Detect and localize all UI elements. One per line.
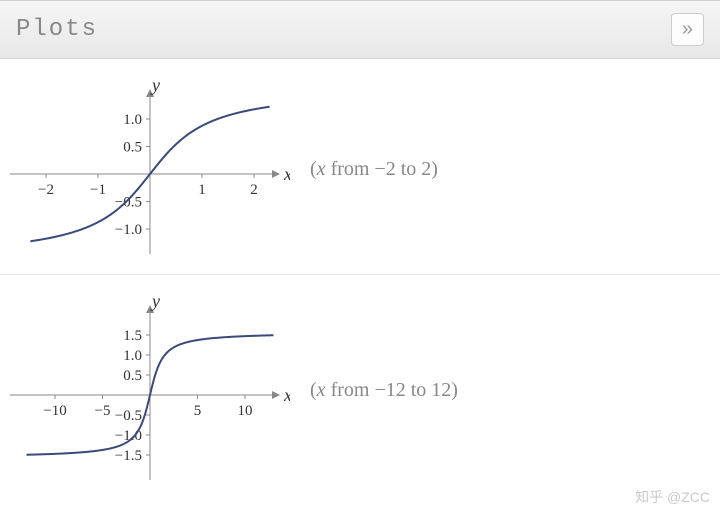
svg-text:1.0: 1.0 [123,348,142,364]
svg-text:0.5: 0.5 [123,140,142,156]
svg-text:−2: −2 [38,182,54,198]
caption-var: x [317,379,326,401]
svg-text:x: x [283,385,290,405]
plots-header: Plots » [0,0,720,59]
svg-text:−1.5: −1.5 [115,448,142,464]
plot-caption: (x from −2 to 2) [310,158,438,181]
plot-row: −2−112−1.0−0.50.51.0xy (x from −2 to 2) [0,59,720,275]
svg-text:−1.0: −1.0 [115,222,142,238]
caption-text: ( [310,379,317,401]
svg-text:−5: −5 [95,403,111,419]
svg-text:−1: −1 [90,182,106,198]
svg-text:0.5: 0.5 [123,368,142,384]
caption-text: from −12 to 12) [326,379,458,401]
svg-text:1.0: 1.0 [123,112,142,128]
plots-container: −2−112−1.0−0.50.51.0xy (x from −2 to 2) … [0,59,720,500]
plot-row: −10−5510−1.5−1.0−0.50.51.01.5xy (x from … [0,275,720,500]
svg-text:2: 2 [250,182,258,198]
plot-caption: (x from −12 to 12) [310,379,458,402]
caption-var: x [317,158,326,180]
svg-text:x: x [283,164,290,184]
svg-text:1: 1 [198,182,206,198]
svg-text:10: 10 [238,403,253,419]
svg-text:y: y [150,79,160,95]
expand-button[interactable]: » [671,13,704,46]
header-title: Plots [16,16,98,43]
svg-text:5: 5 [194,403,202,419]
caption-text: from −2 to 2) [326,158,438,180]
svg-text:y: y [150,295,160,311]
svg-text:1.5: 1.5 [123,328,142,344]
plot-chart-0: −2−112−1.0−0.50.51.0xy [10,79,290,259]
svg-text:−0.5: −0.5 [115,408,142,424]
plot-chart-1: −10−5510−1.5−1.0−0.50.51.01.5xy [10,295,290,485]
caption-text: ( [310,158,317,180]
svg-text:−10: −10 [43,403,66,419]
watermark: 知乎 @ZCC [635,487,710,507]
